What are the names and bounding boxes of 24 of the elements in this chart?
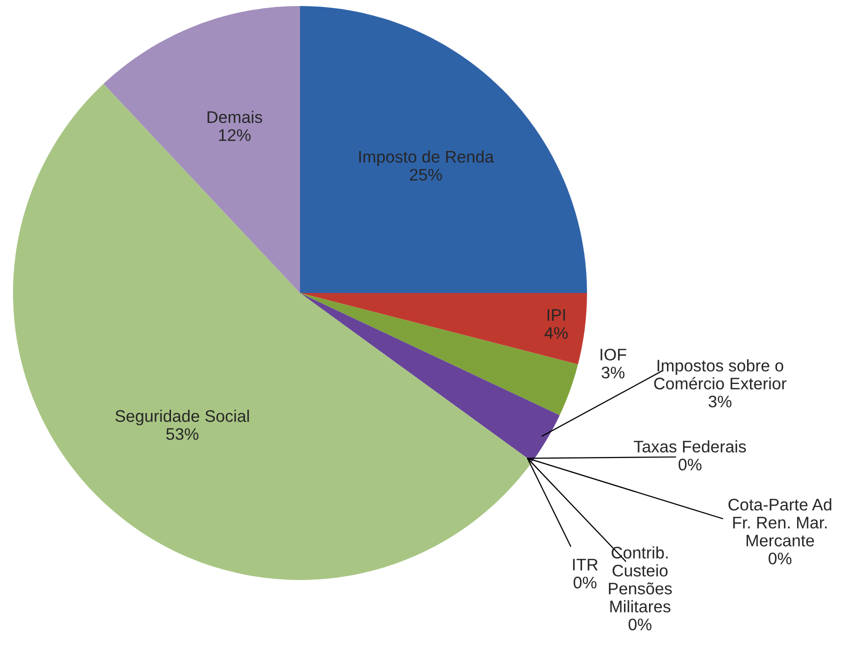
pie-slice: [300, 6, 587, 293]
category-label: ITR: [573, 558, 598, 570]
slice-label: IOF: [600, 348, 626, 360]
text: 0%: [628, 618, 652, 630]
slice-label: Impostos sobre o Comércio Exterior: [654, 359, 786, 390]
category-label: Cota-Parte Ad Fr. Ren. Mar. Mercante: [728, 498, 832, 546]
text: 0%: [678, 458, 702, 470]
data-label: 3%: [708, 396, 732, 408]
pie-slice: [13, 84, 532, 580]
pie-slice: [300, 293, 578, 416]
data-label: 25%: [410, 168, 442, 181]
text: 0%: [768, 552, 792, 564]
pie-slice: [300, 293, 587, 364]
slice-label: Imposto de Renda: [359, 150, 494, 166]
pie-slice: [104, 6, 300, 293]
slice-label: Demais: [208, 110, 262, 124]
data-label: 3%: [602, 366, 624, 378]
data-label: 53%: [166, 428, 198, 440]
data-label: 4%: [544, 327, 568, 339]
category-label: Taxas Federais: [634, 440, 746, 452]
slice-label: IPI: [548, 309, 565, 321]
slice-label: Seguridade Social: [115, 410, 249, 426]
text: 0%: [574, 576, 596, 588]
data-label: 12%: [219, 129, 251, 141]
